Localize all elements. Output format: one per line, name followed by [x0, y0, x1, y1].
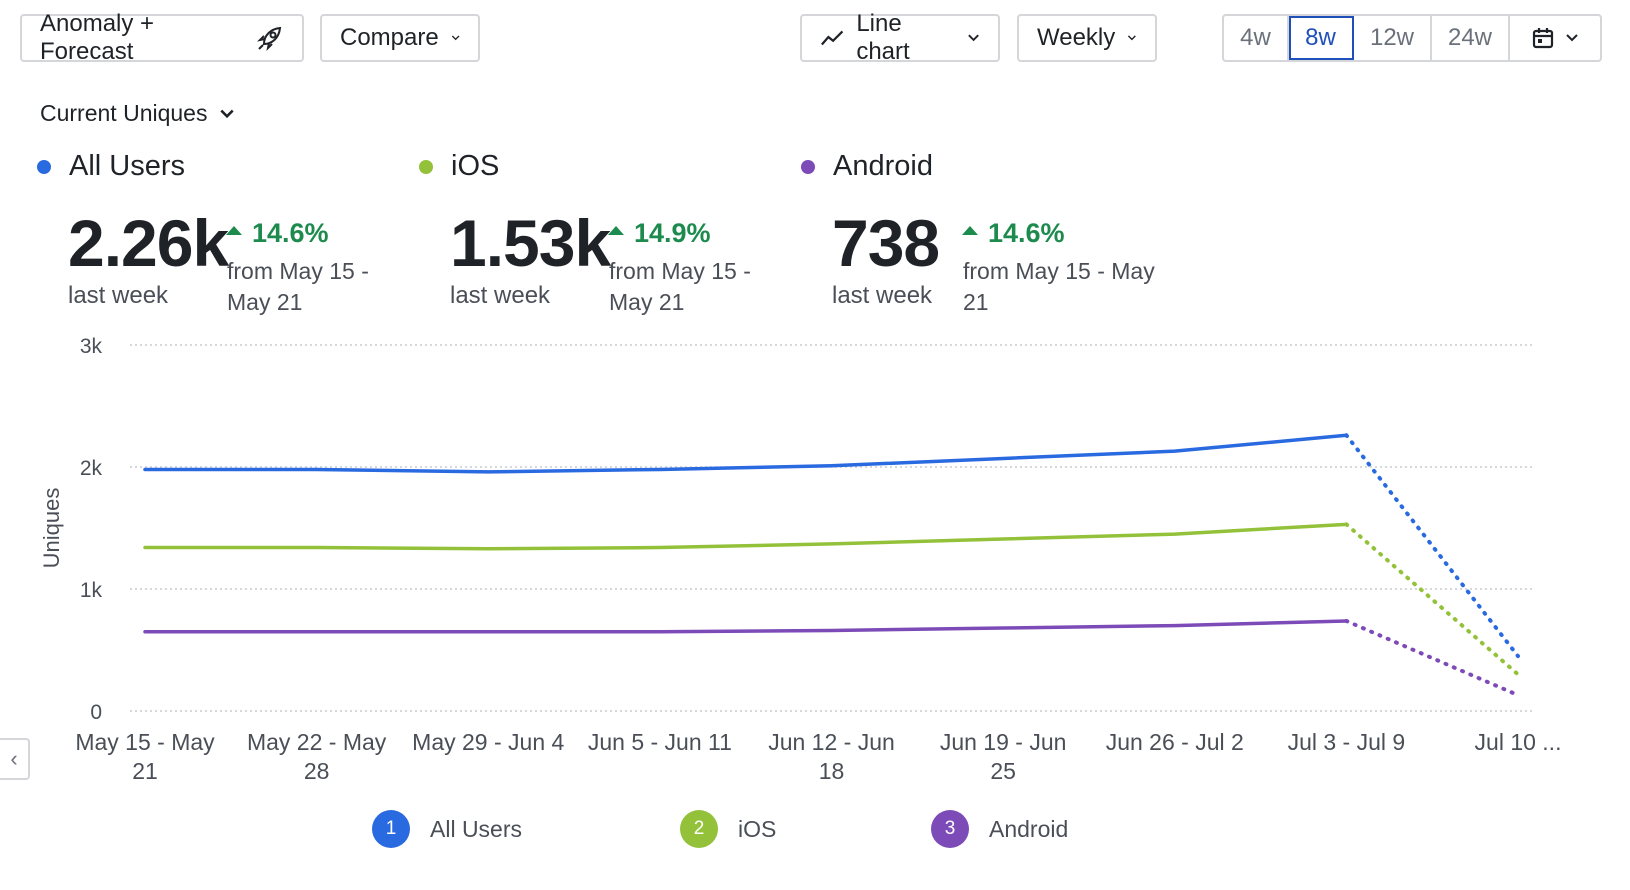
legend-item-android[interactable]: 3 Android — [931, 810, 1068, 848]
from-line-2: May 21 — [227, 289, 303, 315]
from-line-1: from May 15 - — [227, 258, 369, 284]
y-tick-label: 3k — [80, 335, 103, 358]
legend-item-ios[interactable]: 2 iOS — [680, 810, 776, 848]
forecast-line-all-users — [1344, 433, 1520, 659]
range-selector: 4w 8w 12w 24w — [1222, 14, 1602, 62]
x-tick-label: Jul 3 - Jul 9 — [1288, 729, 1406, 755]
forecast-line-android — [1344, 618, 1520, 698]
y-tick-label: 0 — [90, 701, 102, 724]
chevron-down-icon — [1566, 34, 1578, 42]
summary-all-users-value: 2.26k — [68, 206, 229, 280]
x-tick-label: May 15 - May — [75, 729, 215, 755]
interval-label: Weekly — [1037, 24, 1116, 51]
summary-android-from: from May 15 - May 21 — [963, 256, 1155, 318]
rocket-icon — [256, 24, 284, 52]
calendar-icon — [1532, 28, 1554, 49]
y-axis-label: Uniques — [39, 488, 64, 569]
metric-dropdown[interactable]: Current Uniques — [40, 100, 235, 127]
series-line-android — [143, 619, 1349, 634]
line-chart: 0 1k 2k 3k Uniques May 15 - May 21 May 22 - May… — [39, 335, 1562, 784]
summary-ios-name: iOS — [451, 150, 500, 182]
summary-android-change: 14.6% — [962, 218, 1065, 249]
x-tick-label: 25 — [990, 758, 1016, 784]
x-tick-label: Jun 19 - Jun — [940, 729, 1067, 755]
anomaly-forecast-button[interactable]: Anomaly + Forecast — [20, 10, 304, 65]
x-tick-label: 18 — [819, 758, 845, 784]
summary-ios-header: iOS — [419, 150, 499, 183]
series-color-dot — [419, 159, 433, 174]
anomaly-forecast-label: Anomaly + Forecast — [40, 10, 155, 65]
series-color-dot — [37, 159, 51, 174]
chevron-down-icon — [1128, 35, 1137, 41]
chart-type-label: Line chart — [856, 10, 910, 65]
chevron-down-icon — [968, 34, 979, 42]
series-line-ios — [143, 522, 1349, 551]
from-line-1: from May 15 - May — [963, 258, 1155, 284]
interval-dropdown[interactable]: Weekly — [1017, 14, 1157, 62]
summary-android-value: 738 — [832, 206, 940, 280]
x-tick-label: 28 — [304, 758, 330, 784]
summary-all-users-name: All Users — [69, 150, 186, 182]
summary-ios-value: 1.53k — [450, 206, 611, 280]
compare-label: Compare — [340, 24, 439, 51]
legend-label: Android — [989, 815, 1069, 842]
x-tick-label: May 22 - May — [247, 729, 387, 755]
summary-ios-from: from May 15 - May 21 — [609, 256, 751, 318]
x-tick-label: 21 — [132, 758, 158, 784]
range-4w[interactable]: 4w — [1224, 16, 1289, 60]
legend-label: All Users — [430, 815, 523, 842]
x-tick-label: Jul 10 ... — [1475, 729, 1562, 755]
series-line-all-users — [143, 433, 1349, 474]
custom-range-button[interactable] — [1510, 16, 1600, 60]
legend-item-all-users[interactable]: 1 All Users — [372, 810, 522, 848]
legend-label: iOS — [738, 815, 777, 842]
x-tick-label: Jun 26 - Jul 2 — [1106, 729, 1244, 755]
y-tick-label: 2k — [80, 457, 103, 480]
summary-ios-change-value: 14.9% — [634, 218, 711, 248]
up-arrow-icon — [226, 226, 242, 235]
legend-number-badge: 3 — [931, 810, 969, 848]
line-chart-icon — [821, 30, 844, 46]
from-line-1: from May 15 - — [609, 258, 751, 284]
y-tick-label: 1k — [80, 579, 103, 602]
x-tick-label: Jun 12 - Jun — [768, 729, 895, 755]
from-line-2: 21 — [963, 289, 989, 315]
chart-type-dropdown[interactable]: Line chart — [800, 10, 1000, 65]
from-line-2: May 21 — [609, 289, 685, 315]
summary-all-users-header: All Users — [37, 150, 185, 183]
summary-all-users-caption: last week — [68, 282, 169, 309]
summary-android-change-value: 14.6% — [988, 218, 1065, 248]
range-24w[interactable]: 24w — [1432, 16, 1510, 60]
summary-ios-change: 14.9% — [608, 218, 711, 249]
summary-android-caption: last week — [832, 282, 933, 309]
summary-all-users-from: from May 15 - May 21 — [227, 256, 369, 318]
forecast-line-ios — [1344, 522, 1520, 677]
up-arrow-icon — [962, 226, 978, 235]
range-8w[interactable]: 8w — [1289, 16, 1354, 60]
legend-number-badge: 1 — [372, 810, 410, 848]
summary-all-users-change: 14.6% — [226, 218, 329, 249]
summary-android-header: Android — [801, 150, 933, 183]
metric-label: Current Uniques — [40, 100, 208, 126]
summary-android-name: Android — [833, 150, 933, 182]
chevron-left-icon: ‹ — [10, 746, 18, 771]
chevron-down-icon — [451, 35, 460, 41]
compare-dropdown[interactable]: Compare — [320, 14, 480, 62]
summary-ios-caption: last week — [450, 282, 551, 309]
x-tick-label: May 29 - Jun 4 — [412, 729, 564, 755]
x-tick-label: Jun 5 - Jun 11 — [588, 729, 732, 755]
scroll-left-button[interactable]: ‹ — [0, 738, 30, 780]
range-12w[interactable]: 12w — [1354, 16, 1432, 60]
up-arrow-icon — [608, 226, 624, 235]
chevron-down-icon — [220, 109, 235, 118]
series-color-dot — [801, 159, 815, 174]
legend-number-badge: 2 — [680, 810, 718, 848]
summary-all-users-change-value: 14.6% — [252, 218, 329, 248]
